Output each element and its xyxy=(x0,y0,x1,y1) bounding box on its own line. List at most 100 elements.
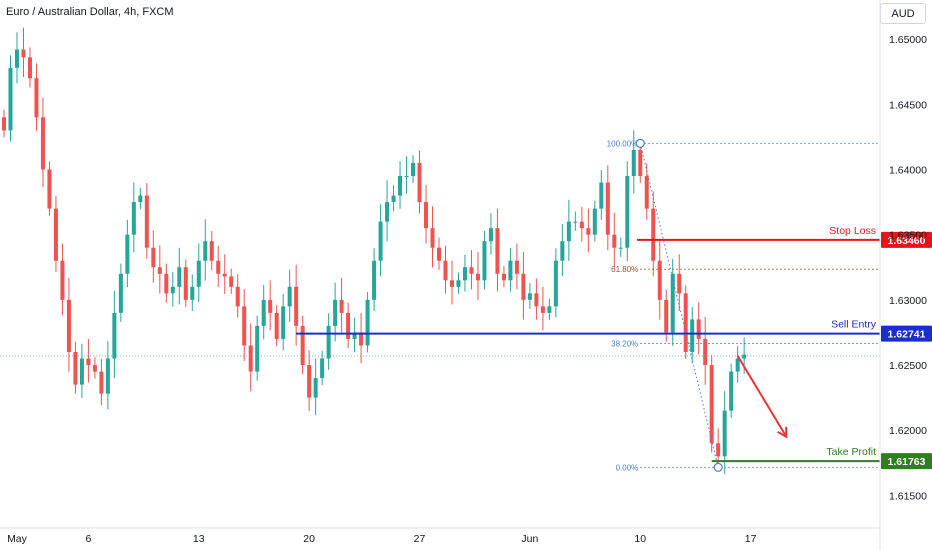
sell-entry-price-tag xyxy=(881,325,932,342)
candle-body xyxy=(521,273,526,300)
fib-level-label: 0.00% xyxy=(616,463,639,472)
candle-body xyxy=(599,182,604,209)
candle-body xyxy=(398,176,403,196)
candle-body xyxy=(462,267,467,281)
candle-body xyxy=(359,332,364,346)
candle-body xyxy=(157,267,162,274)
price-tick-label: 1.63500 xyxy=(889,230,927,242)
candle-body xyxy=(287,286,292,307)
candle-body xyxy=(456,280,461,287)
candle-body xyxy=(696,319,701,339)
candle-body xyxy=(209,241,214,261)
time-tick-label: 13 xyxy=(193,533,205,545)
candle-body xyxy=(183,267,188,300)
candle-body xyxy=(391,195,396,203)
candle-body xyxy=(144,195,149,248)
candle-body xyxy=(638,149,643,176)
candle-body xyxy=(86,358,91,366)
sell-entry-label: Sell Entry xyxy=(831,319,877,331)
candle-body xyxy=(703,338,708,366)
candle-body xyxy=(339,299,344,313)
candle-body xyxy=(709,365,714,444)
price-tick-label: 1.63000 xyxy=(889,295,927,307)
candle-body xyxy=(216,260,221,274)
candle-body xyxy=(346,312,351,339)
candle-body xyxy=(729,371,734,411)
candle-body xyxy=(177,267,182,287)
candle-body xyxy=(482,241,487,281)
candle-body xyxy=(592,208,597,235)
candle-body xyxy=(534,293,539,307)
stop-loss-price-tag xyxy=(881,231,932,248)
candle-body xyxy=(40,117,45,170)
take-profit-price-tag xyxy=(881,453,932,470)
fib-level-label: 61.80% xyxy=(611,265,638,274)
candle-body xyxy=(573,221,578,223)
fib-level-label: 38.20% xyxy=(611,340,638,349)
symbol-title: Euro / Australian Dollar, 4h, FXCM xyxy=(6,6,174,18)
candle-body xyxy=(417,162,422,203)
candle-body xyxy=(170,286,175,294)
candle-body xyxy=(222,273,227,277)
candle-body xyxy=(229,276,234,287)
candle-body xyxy=(742,354,747,359)
candle-body xyxy=(248,345,253,372)
candle-body xyxy=(333,299,338,326)
candle-body xyxy=(92,365,97,372)
candle-body xyxy=(378,221,383,261)
candle-body xyxy=(508,260,513,281)
candle-body xyxy=(735,358,740,372)
candle-body xyxy=(677,273,682,294)
candle-body xyxy=(151,247,156,268)
time-tick-label: 6 xyxy=(85,533,91,545)
candle-body xyxy=(586,228,591,235)
projection-arrow-shaft xyxy=(736,355,788,438)
stop-loss-label: Stop Loss xyxy=(829,225,876,237)
fib-anchor-low-handle xyxy=(713,462,723,472)
candle-body xyxy=(651,208,656,261)
candle-body xyxy=(424,202,429,229)
price-tick-label: 1.64500 xyxy=(889,99,927,111)
candle-body xyxy=(469,267,474,274)
candle-body xyxy=(53,208,58,261)
candle-body xyxy=(644,176,649,209)
time-tick-label: May xyxy=(7,533,28,545)
candle-body xyxy=(99,371,104,394)
candle-body xyxy=(138,195,143,203)
candle-body xyxy=(436,247,442,261)
candle-body xyxy=(274,312,279,339)
candle-body xyxy=(255,325,260,372)
stop-loss-price-value: 1.63460 xyxy=(888,235,926,247)
candle-body xyxy=(475,273,480,281)
candle-body xyxy=(404,176,409,177)
candle-body xyxy=(112,312,117,359)
candle-body xyxy=(547,306,552,313)
candle-body xyxy=(235,286,240,307)
time-tick-label: 17 xyxy=(745,533,757,545)
candle-body xyxy=(501,273,506,281)
candle-body xyxy=(625,176,630,248)
candle-body xyxy=(612,234,617,248)
candle-body xyxy=(300,325,305,366)
candle-body xyxy=(430,228,435,248)
candle-body xyxy=(566,221,571,242)
projection-arrow-head xyxy=(777,426,788,439)
take-profit-price-value: 1.61763 xyxy=(888,456,926,468)
price-tick-label: 1.65000 xyxy=(889,34,927,46)
candle-body xyxy=(553,260,558,307)
fibonacci-retracement[interactable]: 100.00% 61.80% 38.20% 0.00% xyxy=(607,138,880,472)
candle-body xyxy=(449,280,454,287)
candle-body xyxy=(8,67,13,131)
time-tick-label: Jun xyxy=(521,533,538,545)
candle-body xyxy=(196,260,201,287)
candle-body xyxy=(242,306,247,346)
candle-body xyxy=(14,49,19,68)
candle-body xyxy=(47,169,52,209)
candle-body xyxy=(1,117,7,131)
candle-body xyxy=(495,228,500,274)
trade-levels: Stop Loss 1.63460 Sell Entry 1.62741 Take Pr… xyxy=(0,225,932,470)
candle-body xyxy=(372,260,377,300)
candle-body xyxy=(79,358,84,385)
